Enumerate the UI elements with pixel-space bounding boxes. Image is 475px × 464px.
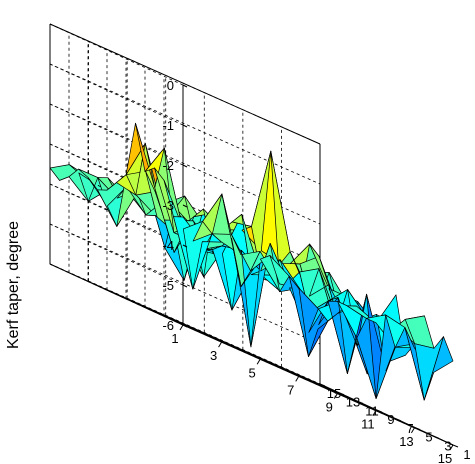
x-tick-label: 13 [399,434,413,449]
tick-mark [410,427,415,434]
z-tick-label: -1 [162,118,174,133]
z-tick-label: -4 [162,238,174,253]
surface-patch [423,336,454,401]
grid-line [49,63,184,126]
tick-mark [372,410,377,416]
z-tick-label: 0 [167,78,174,93]
y-tick-label: 15 [327,386,341,401]
tick-mark [182,244,188,248]
axis-line [49,263,184,326]
tick-mark [338,392,345,396]
axis-line [182,324,454,446]
grid-line [49,223,184,286]
x-tick-label: 5 [249,365,256,380]
x-tick-label: 7 [287,382,294,397]
tick-mark [182,124,188,128]
tick-mark [449,444,454,451]
z-tick-label: -3 [162,198,174,213]
tick-mark [182,84,188,88]
tick-mark [357,400,364,404]
z-axis-label: Kerf taper, degree [5,221,22,349]
tick-mark [179,324,184,331]
grid-line [106,289,378,411]
x-tick-label: 3 [210,348,217,363]
y-tick-label: 11 [365,403,379,418]
tick-mark [452,444,459,448]
tick-mark [182,284,188,288]
tick-mark [295,376,300,382]
y-tick-label: 9 [387,412,394,427]
tick-mark [319,383,326,387]
tick-mark [256,359,261,365]
z-tick-label: -6 [162,318,174,333]
grid-line [68,272,340,394]
grid-line [49,63,321,185]
x-tick-label: 1 [171,331,178,346]
z-tick-label: -2 [162,158,174,173]
tick-mark [182,324,188,328]
x-tick-label: 15 [438,451,452,464]
tick-mark [333,393,338,399]
z-tick-label: -5 [162,278,174,293]
tick-mark [182,204,188,208]
tick-mark [182,164,188,168]
y-tick-label: 1 [463,447,470,462]
tick-mark [376,409,383,413]
y-tick-label: 3 [444,438,451,453]
surface-mesh [49,122,454,401]
grid-line [87,281,359,402]
y-tick-label: 5 [425,430,432,445]
tick-mark [433,435,440,439]
x-tick-label: 11 [361,417,375,432]
y-tick-label: 7 [406,421,413,436]
tick-mark [218,341,223,348]
x-tick-label: 9 [326,400,333,415]
axis-line [49,23,321,145]
grid-line [49,223,321,345]
grid-line [49,263,321,385]
y-tick-label: 13 [346,395,360,410]
grid-line [125,298,397,420]
tick-mark [395,418,402,422]
tick-mark [414,427,421,431]
